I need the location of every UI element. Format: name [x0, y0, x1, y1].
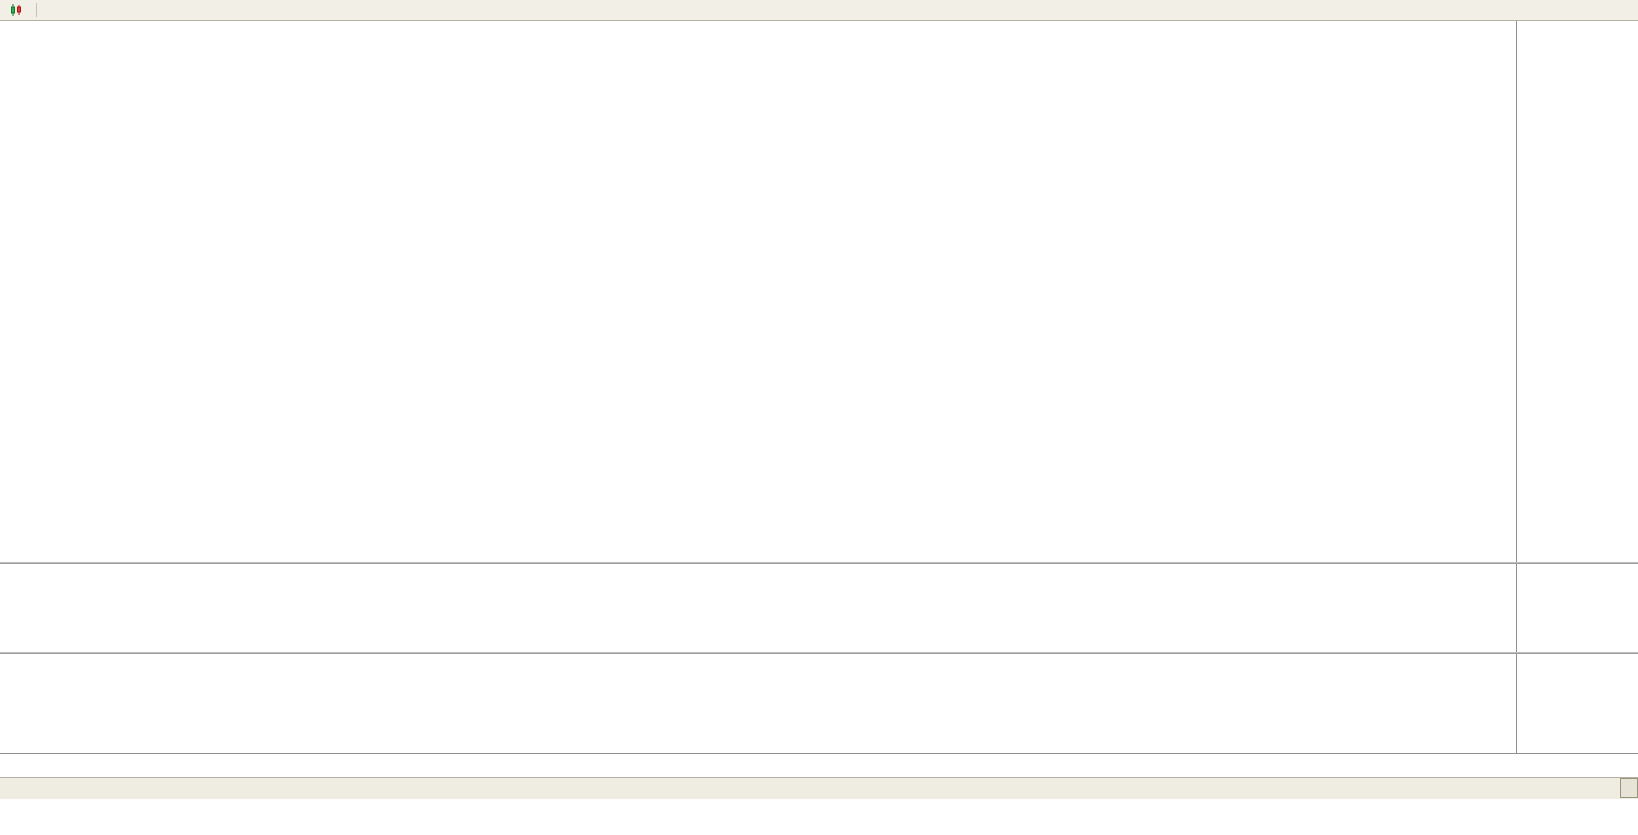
- price-axis-separator: [1516, 21, 1517, 753]
- chart-tabs-bar: [0, 777, 1638, 799]
- tab-scroll-right-button[interactable]: [1620, 778, 1638, 798]
- candlestick-chart-icon: [11, 4, 21, 16]
- chart-type-dropdown-button[interactable]: [4, 2, 31, 19]
- toolbar-separator: [36, 3, 37, 17]
- chart-ohlc-header: [6, 26, 9, 38]
- timeframe-toolbar: [0, 0, 1638, 21]
- date-axis[interactable]: [0, 753, 1638, 775]
- candlestick-chart: [0, 21, 1516, 562]
- price-axis[interactable]: [1517, 21, 1638, 753]
- rsi-indicator-chart: [0, 564, 1516, 652]
- panel-resize-separator[interactable]: [0, 562, 1638, 564]
- macd-indicator-chart: [0, 654, 1516, 753]
- panel-resize-separator[interactable]: [0, 652, 1638, 654]
